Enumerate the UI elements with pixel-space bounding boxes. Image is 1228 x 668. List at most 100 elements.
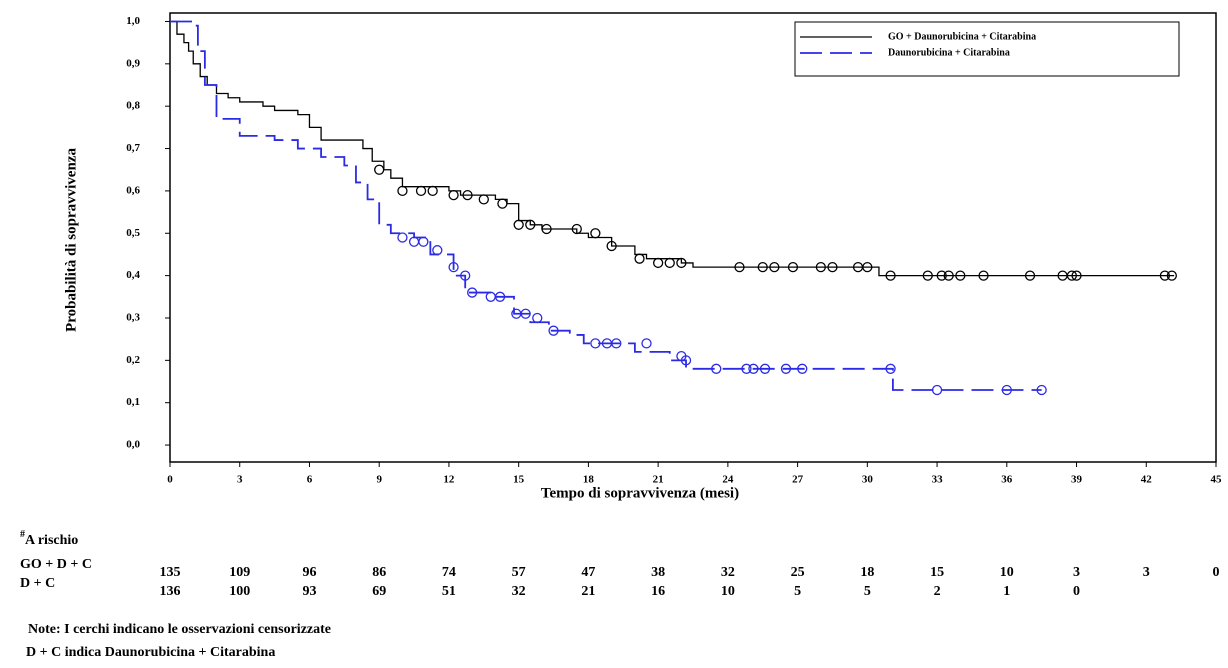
censor-mark [485,291,496,302]
x-tick-label: 42 [1141,474,1153,486]
at-risk-value: 47 [581,565,595,580]
censor-mark [931,384,943,396]
y-tick-label: 1,0 [126,15,140,27]
at-risk-value: 3 [1143,565,1150,580]
legend-box [794,21,1180,77]
censor-mark [641,338,652,349]
x-tick-label: 3 [237,474,243,486]
censor-mark [711,363,722,374]
y-tick-label: 0,5 [126,227,140,239]
censor-mark [571,223,582,235]
at-risk-label: D + C [20,576,55,591]
censor-mark [734,262,745,273]
note: D + C indica Daunorubicina + Citarabina [26,645,275,660]
censor-mark [759,363,771,374]
note: Note: I cerchi indicano le osservazioni … [28,622,331,637]
at-risk-value: 16 [651,584,665,599]
x-tick-label: 36 [1001,474,1013,486]
censor-mark [1001,384,1012,396]
y-tick-label: 0,9 [126,57,140,69]
censor-mark [978,270,989,281]
censor-mark [780,363,792,374]
at-risk-value: 1 [1003,584,1010,599]
censor-mark [467,287,478,298]
censor-mark [748,363,759,374]
legend: GO + Daunorubicina + Citarabina Daunorubi… [800,31,1036,58]
censor-mark [448,189,459,201]
at-risk-value: 69 [372,584,386,599]
censor-mark [634,253,645,264]
censor-mark [606,240,617,252]
censor-mark [408,236,420,247]
censor-mark [862,262,873,273]
censor-mark [374,164,385,175]
at-risk-value: 109 [229,565,250,580]
censor-mark [513,219,524,230]
at-risk-value: 100 [229,584,250,599]
censor-mark [532,312,543,324]
x-tick-label: 21 [653,474,664,486]
censor-mark [797,363,808,374]
y-tick-label: 0,1 [126,396,140,408]
x-tick-label: 18 [583,474,595,486]
at-risk-value: 32 [512,584,526,599]
at-risk-value: 10 [1000,565,1014,580]
at-risk-value: 57 [512,565,526,580]
censor-mark [418,236,429,247]
censor-mark [1159,270,1171,281]
at-risk-value: 2 [934,584,941,599]
censor-mark [885,270,896,281]
at-risk-value: 3 [1073,565,1080,580]
at-risk-value: 15 [930,565,944,580]
y-tick-label: 0,6 [126,184,140,196]
x-tick-label: 33 [932,474,944,486]
censor-mark [885,363,896,374]
censor-mark [497,198,508,209]
y-tick-label: 0,3 [126,312,140,324]
censor-mark [943,270,954,281]
at-risk-title-text: A rischio [25,533,78,548]
censor-mark [427,185,438,197]
censor-mark [1036,384,1047,396]
at-risk-value: 74 [442,565,456,580]
censor-mark [494,291,506,302]
y-tick-label: 0,0 [126,439,140,451]
censor-mark [1066,270,1078,281]
censor-mark [525,219,536,230]
x-tick-label: 15 [513,474,525,486]
at-risk-value: 25 [791,565,805,580]
censor-mark [936,270,947,281]
legend-label: GO + Daunorubicina + Citarabina [888,31,1036,42]
at-risk-value: 0 [1213,565,1220,580]
censor-mark [1024,270,1036,281]
censor-mark [432,245,443,256]
censor-mark [541,223,552,235]
at-risk-value: 5 [864,584,871,599]
at-risk-value: 10 [721,584,735,599]
at-risk-value: 135 [160,565,181,580]
censor-mark [590,338,601,349]
x-tick-label: 30 [862,474,874,486]
y-tick-label: 0,2 [126,354,140,366]
censor-mark [397,185,408,197]
y-tick-label: 0,8 [126,100,140,112]
x-tick-label: 27 [792,474,804,486]
censor-mark [757,262,768,273]
at-risk-value: 21 [581,584,595,599]
censor-mark [680,355,692,366]
y-tick-label: 0,7 [126,142,140,154]
x-tick-label: 9 [376,474,382,486]
censor-mark [652,257,664,269]
censor-mark [676,257,687,269]
x-tick-label: 24 [722,474,734,486]
y-axis-label: Probabilità di sopravvivenza [63,148,79,332]
censor-mark [815,262,826,273]
x-tick-label: 45 [1211,474,1223,486]
censor-mark [769,262,780,273]
censor-mark [397,232,408,243]
censor-mark [1071,270,1082,281]
x-tick-label: 39 [1071,474,1083,486]
at-risk-title: #A rischio [20,529,78,548]
y-tick-label: 0,4 [126,269,140,281]
at-risk-value: 51 [442,584,456,599]
